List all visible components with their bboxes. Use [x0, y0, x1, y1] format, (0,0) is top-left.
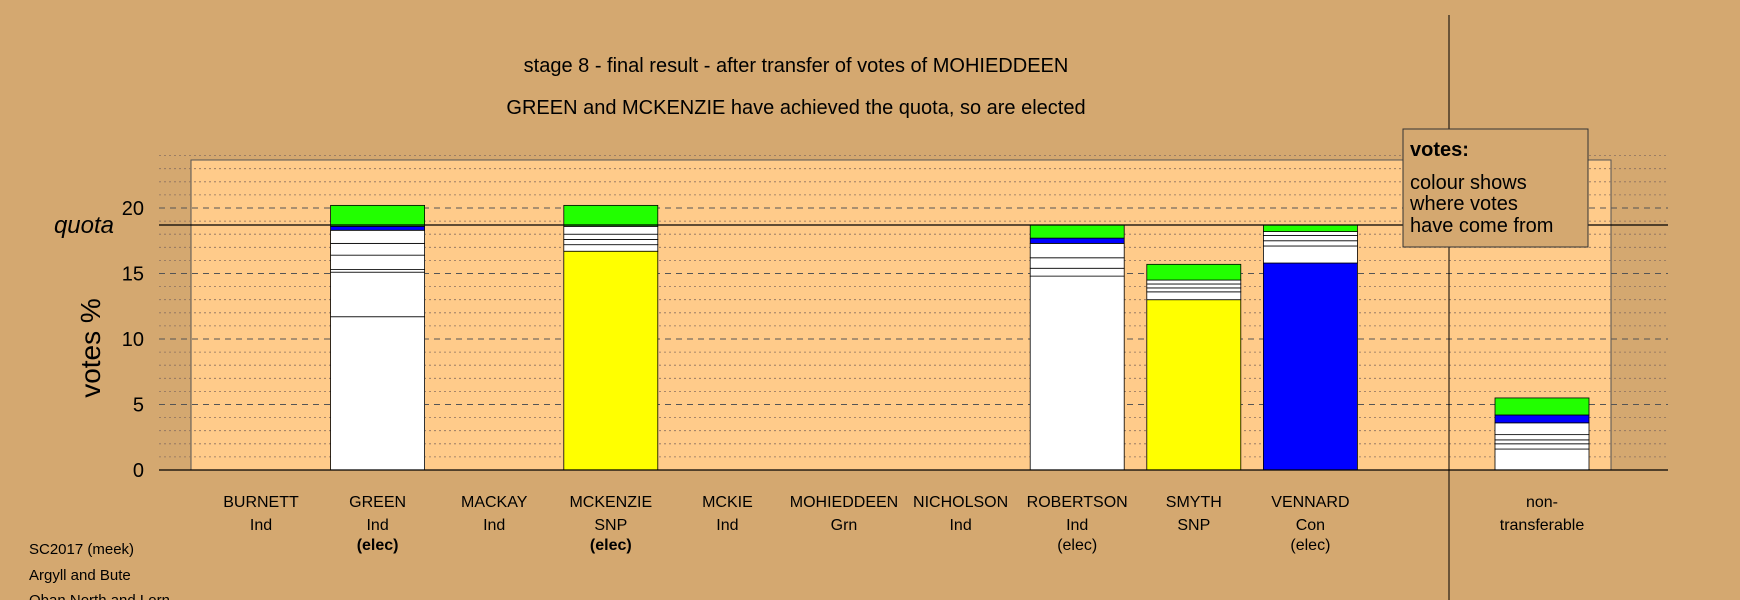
bar-green-segment [330, 254, 426, 270]
bar-vennard-segment [1263, 235, 1358, 242]
y-tick-label: 10 [122, 329, 144, 351]
chart-title: stage 8 - final result - after transfer … [524, 55, 1069, 77]
bar-green-segment [330, 225, 426, 231]
x-label-party-nicholson: Ind [949, 517, 971, 534]
x-label-name-mckie: MCKIE [702, 494, 753, 511]
bar-vennard-segment [1263, 240, 1358, 247]
bar-non-transferable-segment [1494, 434, 1590, 441]
legend-line-2: where votes [1409, 193, 1518, 215]
bar-vennard-segment [1263, 231, 1358, 236]
bar-robertson-segment [1029, 237, 1125, 244]
x-axis-labels: BURNETT Ind GREEN Ind (elec) MACKAY Ind MCKENZI… [223, 494, 1584, 554]
bar-mckenzie-segment [563, 225, 659, 235]
bar-green-segment [330, 229, 426, 244]
plot-area [190, 159, 1612, 471]
x-label-status-robertson: (elec) [1057, 537, 1097, 554]
x-label-name-nicholson: NICHOLSON [913, 494, 1008, 511]
x-label-party-mackay: Ind [483, 517, 505, 534]
x-label-status-green: (elec) [357, 537, 399, 554]
bar-mckenzie-segment [563, 244, 659, 252]
x-label-party-mohieddeen: Grn [831, 517, 858, 534]
bar-vennard-segment [1263, 262, 1358, 471]
x-label-name-mckenzie: MCKENZIE [569, 494, 652, 511]
bar-green-segment [330, 271, 426, 318]
legend-box [1402, 128, 1589, 248]
quota-label: quota [54, 212, 114, 239]
x-label-party-vennard: Con [1296, 517, 1325, 534]
bar-non-transferable-segment [1494, 397, 1590, 416]
footer-line-1: SC2017 (meek) [29, 541, 134, 558]
x-label-status-mckenzie: (elec) [590, 537, 632, 554]
x-label-name-mackay: MACKAY [461, 494, 528, 511]
x-label-party-mckie: Ind [716, 517, 738, 534]
bar-smyth-segment [1146, 263, 1242, 281]
x-label-party-smyth: SNP [1177, 517, 1210, 534]
bar-robertson-segment [1029, 275, 1125, 471]
bar-non-transferable-segment [1494, 439, 1590, 445]
legend-line-3: have come from [1410, 215, 1553, 237]
bar-green-segment [330, 316, 426, 471]
bar-vennard-segment [1263, 245, 1358, 264]
y-tick-label: 20 [122, 198, 144, 220]
x-label-party-robertson: Ind [1066, 517, 1088, 534]
bar-robertson-segment [1029, 242, 1125, 259]
bar-non-transferable-segment [1494, 422, 1590, 436]
legend: votes: colour shows where votes have com… [1402, 128, 1589, 248]
x-label-party-mckenzie: SNP [594, 517, 627, 534]
y-tick-label: 15 [122, 264, 144, 286]
bar-green-segment [330, 204, 426, 227]
bar-mckenzie-segment [563, 233, 659, 240]
y-tick-label: 0 [133, 460, 144, 482]
y-axis-label: votes % [75, 298, 106, 398]
chart-subtitle: GREEN and MCKENZIE have achieved the quo… [506, 97, 1085, 119]
bar-mckenzie-segment [563, 204, 659, 227]
x-label-name-burnett: BURNETT [223, 494, 299, 511]
footer-line-3: Oban North and Lorn [29, 592, 170, 600]
bar-non-transferable-segment [1494, 414, 1590, 424]
x-label-party-burnett: Ind [250, 517, 272, 534]
bar-robertson-segment [1029, 224, 1125, 239]
legend-title: votes: [1410, 139, 1469, 161]
x-label-non-transferable-1: non- [1526, 494, 1558, 511]
bar-smyth-segment [1146, 287, 1242, 293]
bar-non-transferable-segment [1494, 448, 1590, 471]
bar-smyth-segment [1146, 283, 1242, 289]
y-tick-label: 5 [133, 395, 144, 417]
x-label-name-smyth: SMYTH [1166, 494, 1222, 511]
bars [330, 204, 1590, 471]
x-label-party-green: Ind [366, 517, 388, 534]
x-label-name-green: GREEN [349, 494, 406, 511]
footer-line-2: Argyll and Bute [29, 567, 131, 584]
bar-vennard-segment [1263, 224, 1358, 232]
bar-robertson-segment [1029, 257, 1125, 269]
bar-non-transferable-segment [1494, 443, 1590, 450]
bar-green-segment [330, 242, 426, 256]
x-label-name-robertson: ROBERTSON [1027, 494, 1128, 511]
bar-smyth-segment [1146, 299, 1242, 471]
bar-mckenzie-segment [563, 250, 659, 471]
x-label-non-transferable-2: transferable [1500, 517, 1585, 534]
bar-smyth-segment [1146, 279, 1242, 285]
x-label-name-mohieddeen: MOHIEDDEEN [790, 494, 898, 511]
bar-robertson-segment [1029, 267, 1125, 277]
legend-line-1: colour shows [1410, 172, 1527, 194]
bar-smyth-segment [1146, 291, 1242, 301]
x-label-name-vennard: VENNARD [1271, 494, 1349, 511]
bar-mckenzie-segment [563, 239, 659, 246]
x-label-status-vennard: (elec) [1290, 537, 1330, 554]
